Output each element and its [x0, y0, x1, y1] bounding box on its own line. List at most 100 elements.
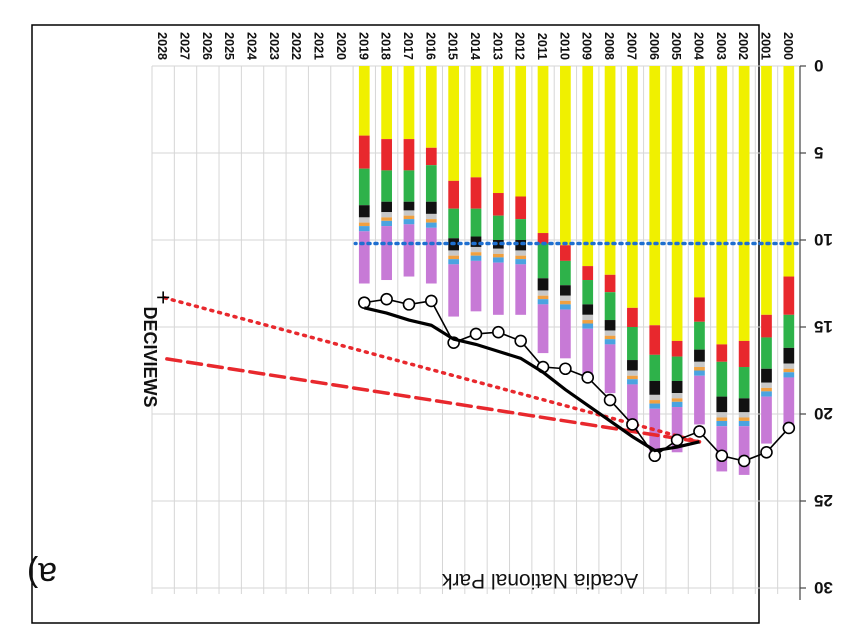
- axes: 0510152025302000200120022003200420052006…: [155, 32, 833, 600]
- bar-segment: [694, 297, 705, 322]
- bar-segment: [448, 180, 460, 209]
- bar-segment: [470, 236, 482, 247]
- bar-segment: [582, 266, 594, 281]
- bar-segment: [381, 226, 392, 281]
- data-point: [737, 454, 751, 468]
- x-tick-label: 2019: [356, 32, 370, 60]
- data-point: [492, 325, 505, 339]
- bar-segment: [671, 66, 683, 341]
- bar-segment: [582, 320, 594, 324]
- data-point: [603, 393, 617, 407]
- bar-segment: [403, 139, 415, 171]
- bar-segment: [761, 66, 772, 315]
- bar-segment: [358, 222, 370, 227]
- bar-segment: [694, 66, 705, 298]
- bar-segment: [604, 344, 616, 394]
- bar-segment: [649, 400, 661, 404]
- bar-segment: [381, 66, 392, 140]
- bar-segment: [448, 66, 460, 181]
- x-tick-label: 2025: [222, 32, 236, 60]
- bar-segment: [425, 147, 437, 166]
- data-point: [581, 371, 595, 384]
- bar-segment: [582, 314, 594, 321]
- bar-segment: [425, 219, 437, 223]
- bar-segment: [604, 66, 616, 275]
- bar-segment: [381, 212, 392, 218]
- bar-segment: [403, 66, 415, 140]
- bar-segment: [403, 210, 415, 216]
- bar-segment: [761, 382, 772, 388]
- bar-segment: [492, 240, 504, 249]
- bar-segment: [560, 66, 571, 246]
- x-tick-label: 2017: [401, 32, 415, 60]
- projection-dashed-line: [161, 356, 702, 444]
- projection-dotted-line: [161, 295, 702, 444]
- x-tick-label: 2008: [602, 32, 616, 60]
- bar-segment: [649, 403, 661, 409]
- x-tick-label: 2018: [379, 32, 393, 60]
- bar-segment: [448, 264, 460, 317]
- bar-segment: [425, 66, 437, 148]
- reference-lines: [161, 241, 799, 444]
- bar-segment: [582, 280, 594, 305]
- bar-segment: [582, 304, 594, 315]
- bar-segment: [537, 295, 549, 300]
- chart-title: Acadia National Park: [441, 569, 638, 592]
- bar-segment: [492, 248, 504, 254]
- x-tick-label: 2001: [758, 32, 772, 60]
- bar-segment: [738, 367, 750, 399]
- y-tick-label: 30: [814, 578, 833, 597]
- bar-segment: [649, 394, 661, 401]
- bar-segment: [560, 309, 571, 359]
- bar-segment: [627, 370, 638, 376]
- data-point: [693, 425, 706, 438]
- data-point: [626, 418, 639, 431]
- bar-segment: [403, 224, 415, 277]
- x-tick-label: 2021: [312, 32, 326, 60]
- bar-segment: [560, 245, 571, 261]
- bar-segment: [537, 233, 549, 244]
- bar-segment: [537, 278, 549, 291]
- bar-segment: [582, 323, 594, 329]
- bar-segment: [492, 215, 504, 240]
- bar-segment: [425, 201, 437, 214]
- bar-segment: [783, 372, 795, 378]
- x-tick-label: 2013: [490, 32, 504, 60]
- bar-segment: [537, 299, 549, 305]
- y-tick-label: 20: [814, 404, 833, 423]
- bar-segment: [381, 139, 392, 171]
- x-tick-label: 2022: [289, 32, 303, 60]
- bar-segment: [381, 170, 392, 202]
- bar-segment: [761, 337, 772, 369]
- x-tick-label: 2020: [334, 32, 348, 60]
- x-tick-label: 2026: [200, 32, 214, 60]
- data-point: [402, 298, 416, 311]
- x-tick-label: 2010: [557, 32, 571, 60]
- x-tick-label: 2007: [624, 32, 638, 60]
- x-tick-label: 2024: [245, 32, 259, 60]
- trend-line: [363, 306, 700, 453]
- bar-segment: [716, 417, 728, 421]
- x-tick-label: 2014: [468, 32, 482, 60]
- bar-segment: [738, 426, 750, 475]
- bar-segment: [492, 66, 504, 194]
- bar-segment: [448, 255, 460, 260]
- data-point: [357, 296, 371, 309]
- bar-segment: [560, 295, 571, 301]
- bar-segment: [358, 231, 370, 284]
- bar-segment: [515, 66, 527, 197]
- bar-segment: [716, 361, 728, 397]
- bar-segment: [358, 168, 370, 206]
- bar-segment: [761, 314, 772, 338]
- bar-segment: [470, 177, 482, 209]
- bar-segment: [403, 170, 415, 202]
- bar-segment: [716, 66, 728, 345]
- bar-segment: [671, 340, 683, 357]
- x-tick-label: 2028: [155, 32, 169, 60]
- bar-segment: [470, 66, 482, 178]
- bar-segment: [694, 361, 705, 368]
- stacked-bars: [358, 66, 795, 475]
- data-point: [559, 362, 572, 376]
